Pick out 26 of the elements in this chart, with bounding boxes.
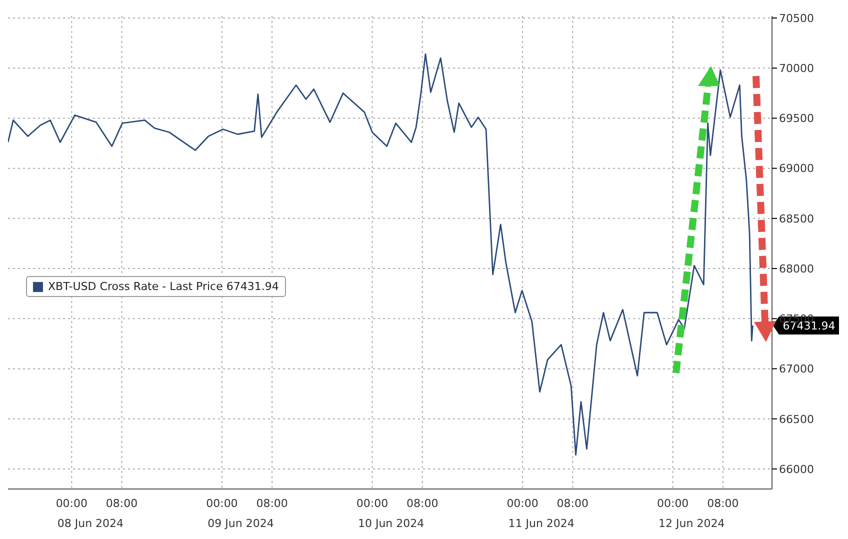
x-tick-label: 00:00 (206, 497, 238, 510)
x-tick-label: 08:00 (406, 497, 438, 510)
x-tick-label: 08:00 (106, 497, 138, 510)
x-tick-label: 08:00 (556, 497, 588, 510)
y-tick-label: 67000 (779, 362, 814, 376)
x2-tick-label: 11 Jun 2024 (508, 517, 574, 530)
y-tick-label: 66500 (779, 412, 814, 426)
line-series (8, 53, 754, 456)
y-tick-label: 68500 (779, 212, 814, 226)
y-tick-label: 70500 (779, 12, 814, 25)
y-tick-label: 68000 (779, 262, 814, 276)
y-tick-label: 69000 (779, 162, 814, 176)
x2-tick-label: 09 Jun 2024 (208, 517, 274, 530)
x2-tick-label: 12 Jun 2024 (658, 517, 725, 530)
y-tick-label: 66000 (779, 462, 814, 476)
x-tick-label: 08:00 (707, 497, 739, 510)
x-tick-label: 00:00 (56, 497, 88, 510)
x-tick-label: 00:00 (356, 497, 388, 510)
x-tick-label: 00:00 (656, 497, 689, 510)
x2-tick-label: 08 Jun 2024 (57, 517, 124, 530)
y-tick-label: 69500 (779, 112, 814, 126)
x-tick-label: 00:00 (506, 497, 538, 510)
y-tick-label: 70000 (779, 62, 814, 76)
x2-tick-label: 10 Jun 2024 (358, 517, 424, 530)
legend-label: XBT-USD Cross Rate - Last Price 67431.94 (48, 280, 279, 293)
x-tick-label: 08:00 (256, 497, 288, 510)
